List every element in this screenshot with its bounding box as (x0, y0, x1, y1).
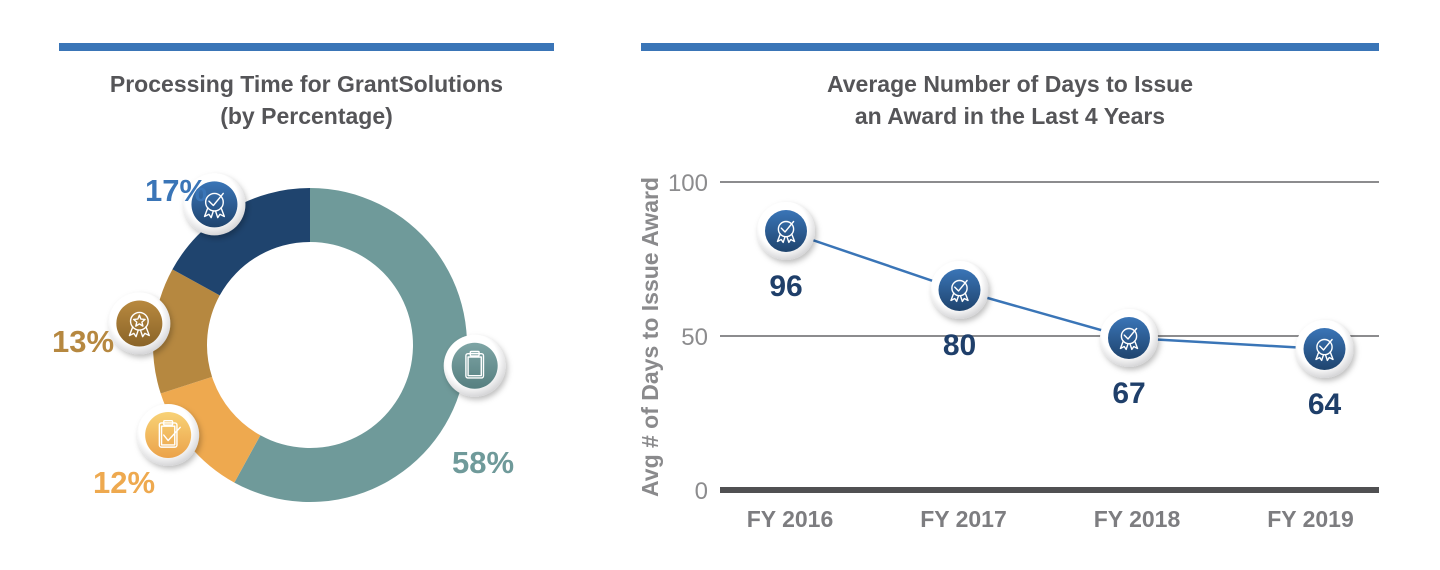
award-check-icon (776, 220, 796, 244)
data-point-label: 67 (1112, 377, 1145, 410)
x-tick-label: FY 2018 (1094, 506, 1181, 532)
award-check-icon (1315, 338, 1334, 362)
data-point-marker (1295, 320, 1354, 378)
award-check-icon (203, 192, 226, 219)
clipboard-icon (465, 350, 485, 379)
data-point-label: 96 (769, 270, 802, 303)
line-title-line2: an Award in the Last 4 Years (854, 103, 1166, 129)
donut-marker-4 (183, 173, 246, 236)
y-tick-label: 100 (668, 170, 708, 197)
data-point-label: 80 (943, 329, 976, 362)
left-panel-accent-bar (59, 43, 554, 51)
line-chart-title: Average Number of Days to Issue an Award… (641, 68, 1379, 132)
award-check-icon (950, 279, 969, 303)
marker-disc (451, 342, 498, 389)
right-panel-accent-bar (641, 43, 1379, 51)
donut-marker-2 (137, 404, 200, 467)
donut-marker-1 (443, 334, 506, 397)
donut-title-line2: (by Percentage) (220, 103, 393, 129)
series-line (785, 229, 1325, 351)
donut-chart: 58% 12% 13% 17% (52, 173, 514, 502)
y-axis-label: Avg # of Days to Issue Award (637, 177, 663, 497)
donut-percent-label: 13% (52, 324, 114, 359)
donut-marker-3 (108, 292, 171, 355)
donut-segment-4 (172, 187, 310, 296)
donut-percent-label: 12% (93, 465, 155, 500)
data-point-marker (930, 261, 989, 319)
y-tick-label: 50 (681, 324, 708, 351)
award-star-icon (128, 311, 150, 338)
donut-segment-3 (152, 269, 220, 394)
data-point-label: 64 (1308, 388, 1342, 421)
donut-chart-title: Processing Time for GrantSolutions (by P… (59, 68, 554, 132)
data-point-marker (1100, 309, 1158, 367)
donut-percent-label: 58% (452, 445, 514, 480)
marker-disc (145, 412, 192, 459)
x-tick-label: FY 2019 (1267, 506, 1354, 532)
donut-title-line1: Processing Time for GrantSolutions (109, 71, 504, 97)
line-title-line1: Average Number of Days to Issue (827, 71, 1193, 97)
clipboard-check-icon (158, 420, 181, 448)
donut-segment-1 (234, 188, 467, 502)
award-check-icon (1119, 327, 1139, 351)
x-tick-label: FY 2017 (920, 506, 1007, 532)
data-point-marker (757, 202, 815, 260)
donut-percent-label: 17% (145, 173, 207, 208)
x-tick-label: FY 2016 (747, 506, 834, 532)
donut-segment-2 (160, 376, 261, 483)
y-tick-label: 0 (695, 478, 708, 505)
